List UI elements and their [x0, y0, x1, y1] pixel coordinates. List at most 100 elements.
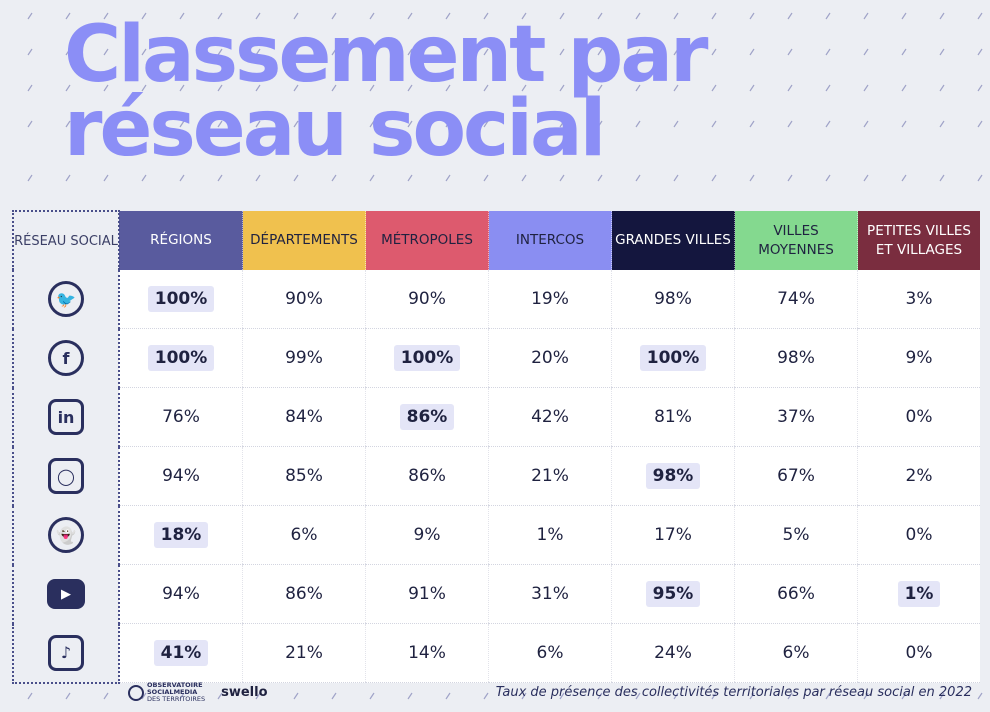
linkedin-icon: in: [48, 399, 84, 435]
background-slash: [863, 120, 869, 128]
background-slash: [711, 12, 717, 20]
value-label: 31%: [531, 584, 569, 604]
background-slash: [787, 692, 793, 700]
background-slash: [787, 174, 793, 182]
value-label: 100%: [147, 286, 215, 312]
page-title: Classement par réseau social: [64, 16, 708, 174]
value-cell: 86%: [242, 564, 366, 624]
column-header: MÉTROPOLES: [365, 211, 489, 270]
value-label: 86%: [399, 404, 455, 430]
observatoire-logo: OBSERVATOIRE SOCIALMEDIA DES TERRITOIRES: [128, 682, 205, 703]
background-slash: [483, 692, 489, 700]
value-cell: 6%: [734, 623, 858, 683]
network-icon-cell: 👻: [12, 505, 120, 565]
background-slash: [939, 48, 945, 56]
background-slash: [445, 692, 451, 700]
network-icon-cell: ◯: [12, 446, 120, 506]
background-slash: [27, 48, 33, 56]
background-slash: [103, 120, 109, 128]
background-slash: [635, 174, 641, 182]
background-slash: [293, 120, 299, 128]
background-slash: [407, 48, 413, 56]
background-slash: [559, 174, 565, 182]
background-slash: [711, 692, 717, 700]
column-header: GRANDES VILLES: [611, 211, 735, 270]
background-slash: [901, 48, 907, 56]
background-slash: [255, 84, 261, 92]
background-slash: [901, 12, 907, 20]
background-slash: [293, 84, 299, 92]
background-slash: [673, 174, 679, 182]
network-icon-cell: f: [12, 328, 120, 388]
background-slash: [711, 120, 717, 128]
value-cell: 9%: [857, 328, 980, 388]
twitter-icon: 🐦: [48, 281, 84, 318]
value-label: 86%: [408, 466, 446, 486]
value-cell: 81%: [611, 387, 735, 447]
value-cell: 21%: [488, 446, 612, 506]
background-slash: [939, 174, 945, 182]
background-slash: [521, 174, 527, 182]
background-slash: [27, 692, 33, 700]
value-cell: 41%: [118, 623, 243, 683]
background-slash: [901, 120, 907, 128]
background-slash: [407, 174, 413, 182]
network-icon-cell: in: [12, 387, 120, 447]
value-cell: 90%: [242, 270, 366, 329]
background-slash: [331, 12, 337, 20]
background-slash: [977, 84, 983, 92]
table-row: ▶ 94% 86% 91% 31% 95% 66% 1%: [12, 564, 980, 624]
value-cell: 37%: [734, 387, 858, 447]
background-slash: [27, 174, 33, 182]
table-row: 👻 18% 6% 9% 1% 17% 5% 0%: [12, 505, 980, 565]
background-slash: [103, 84, 109, 92]
observatoire-magnifier-icon: [128, 684, 144, 701]
background-slash: [673, 120, 679, 128]
value-cell: 86%: [365, 387, 489, 447]
background-slash: [483, 12, 489, 20]
background-slash: [749, 120, 755, 128]
background-slash: [407, 12, 413, 20]
value-label: 84%: [285, 407, 323, 427]
value-cell: 3%: [857, 270, 980, 329]
value-label: 66%: [777, 584, 815, 604]
background-slash: [711, 84, 717, 92]
background-slash: [331, 174, 337, 182]
background-slash: [521, 12, 527, 20]
background-slash: [597, 120, 603, 128]
title-line-2: réseau social: [64, 84, 606, 174]
background-slash: [27, 120, 33, 128]
table-row: ◯ 94% 85% 86% 21% 98% 67% 2%: [12, 446, 980, 506]
value-cell: 17%: [611, 505, 735, 565]
background-slash: [179, 692, 185, 700]
table-body: 🐦 100% 90% 90% 19% 98% 74% 3% f 100% 99% 100% 20% 100…: [12, 270, 980, 684]
background-slash: [407, 692, 413, 700]
value-cell: 24%: [611, 623, 735, 683]
value-label: 99%: [285, 348, 323, 368]
column-header: VILLES MOYENNES: [734, 211, 858, 270]
background-slash: [179, 174, 185, 182]
background-slash: [65, 692, 71, 700]
background-slash: [217, 84, 223, 92]
value-cell: 9%: [365, 505, 489, 565]
value-cell: 6%: [242, 505, 366, 565]
column-header: RÉGIONS: [118, 211, 243, 270]
background-slash: [939, 120, 945, 128]
background-slash: [521, 692, 527, 700]
youtube-icon: ▶: [47, 579, 85, 609]
background-slash: [863, 12, 869, 20]
background-slash: [673, 84, 679, 92]
value-label: 0%: [905, 407, 933, 427]
instagram-icon: ◯: [48, 458, 84, 494]
background-slash: [939, 12, 945, 20]
value-cell: 94%: [118, 446, 243, 506]
background-slash: [27, 12, 33, 20]
background-slash: [749, 48, 755, 56]
background-slash: [293, 12, 299, 20]
background-slash: [939, 692, 945, 700]
value-label: 18%: [153, 522, 209, 548]
background-slash: [559, 12, 565, 20]
value-cell: 100%: [118, 328, 243, 388]
value-cell: 98%: [611, 270, 735, 329]
value-cell: 20%: [488, 328, 612, 388]
